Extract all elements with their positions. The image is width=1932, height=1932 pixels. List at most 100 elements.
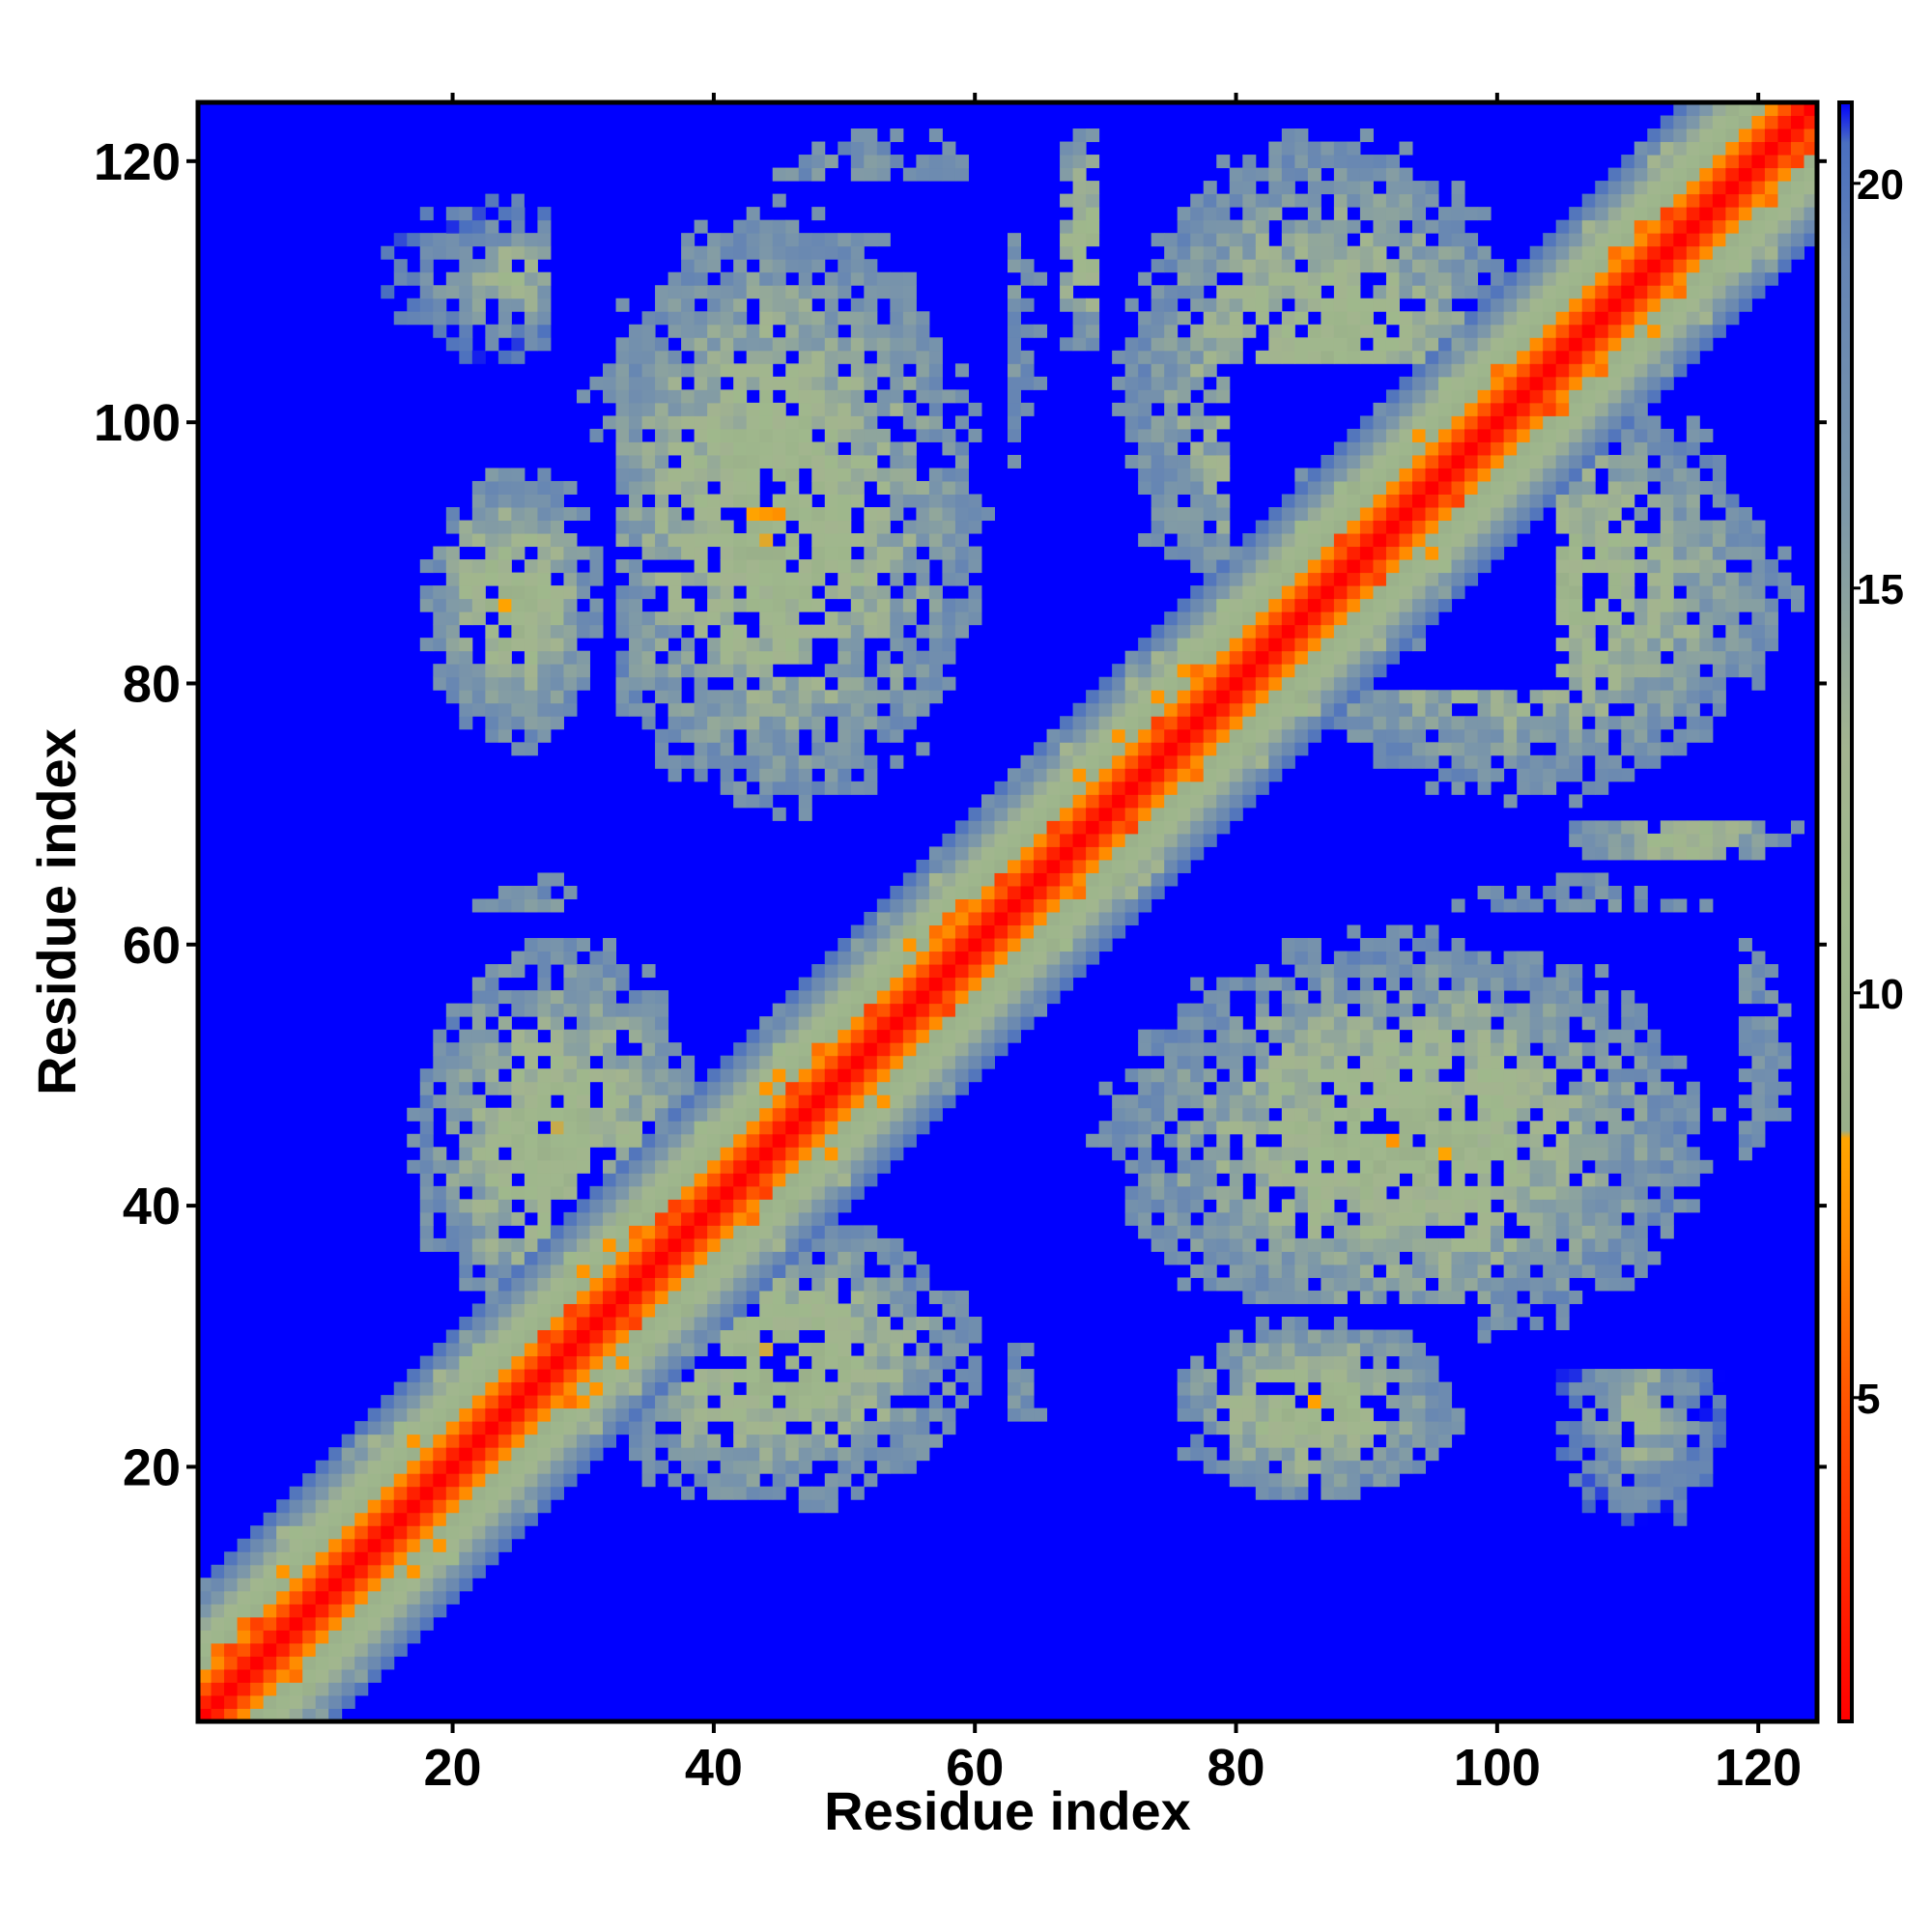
heatmap-cell bbox=[576, 1094, 590, 1109]
heatmap-cell bbox=[1321, 964, 1335, 979]
heatmap-cell bbox=[419, 1551, 434, 1566]
heatmap-cell bbox=[1072, 716, 1087, 730]
heatmap-cell bbox=[1333, 1473, 1348, 1488]
heatmap-cell bbox=[681, 546, 696, 560]
heatmap-cell bbox=[720, 702, 734, 717]
heatmap-cell bbox=[537, 1369, 552, 1383]
heatmap-cell bbox=[668, 1369, 682, 1383]
heatmap-cell bbox=[1425, 938, 1439, 952]
heatmap-cell bbox=[629, 1290, 643, 1304]
heatmap-cell bbox=[641, 702, 656, 717]
heatmap-cell bbox=[1399, 520, 1413, 534]
heatmap-cell bbox=[720, 441, 734, 456]
heatmap-cell bbox=[1268, 167, 1283, 182]
heatmap-cell bbox=[485, 1369, 499, 1383]
heatmap-cell bbox=[563, 938, 578, 952]
heatmap-cell bbox=[1399, 1421, 1413, 1435]
heatmap-cell bbox=[407, 1473, 421, 1488]
heatmap-cell bbox=[928, 977, 943, 991]
heatmap-cell bbox=[445, 1434, 460, 1448]
heatmap-cell bbox=[537, 572, 552, 586]
heatmap-cell bbox=[1151, 1029, 1165, 1043]
heatmap-cell bbox=[485, 690, 499, 704]
heatmap-cell bbox=[1294, 468, 1309, 482]
heatmap-cell bbox=[942, 1343, 956, 1357]
heatmap-cell bbox=[850, 1121, 865, 1135]
heatmap-cell bbox=[433, 1094, 447, 1109]
heatmap-cell bbox=[603, 1042, 617, 1057]
heatmap-cell bbox=[1347, 598, 1361, 612]
heatmap-cell bbox=[1268, 141, 1283, 156]
heatmap-cell bbox=[1412, 728, 1427, 743]
heatmap-cell bbox=[615, 702, 630, 717]
heatmap-cell bbox=[864, 1133, 878, 1148]
heatmap-cell bbox=[1242, 702, 1257, 717]
heatmap-cell bbox=[550, 1237, 564, 1252]
heatmap-cell bbox=[759, 1068, 774, 1083]
heatmap-cell bbox=[864, 624, 878, 639]
heatmap-cell bbox=[902, 990, 917, 1005]
heatmap-cell bbox=[641, 311, 656, 326]
heatmap-cell bbox=[954, 977, 969, 991]
heatmap-cell bbox=[1008, 259, 1022, 273]
heatmap-cell bbox=[381, 1499, 395, 1514]
heatmap-cell bbox=[1412, 1185, 1427, 1200]
heatmap-cell bbox=[355, 1499, 369, 1514]
heatmap-cell bbox=[1020, 807, 1035, 821]
heatmap-cell bbox=[1164, 1225, 1179, 1239]
heatmap-cell bbox=[916, 702, 930, 717]
heatmap-cell bbox=[1008, 311, 1022, 326]
heatmap-cell bbox=[1229, 1029, 1243, 1043]
heatmap-cell bbox=[876, 363, 891, 378]
heatmap-cell bbox=[772, 415, 786, 430]
heatmap-cell bbox=[419, 1185, 434, 1200]
heatmap-cell bbox=[1255, 533, 1269, 548]
heatmap-cell bbox=[1098, 807, 1113, 821]
heatmap-cell bbox=[1412, 1107, 1427, 1122]
heatmap-cell bbox=[445, 1237, 460, 1252]
heatmap-cell bbox=[890, 1460, 904, 1474]
heatmap-cell bbox=[315, 1538, 329, 1552]
heatmap-cell bbox=[433, 1185, 447, 1200]
heatmap-cell bbox=[524, 1290, 538, 1304]
heatmap-cell bbox=[954, 885, 969, 899]
heatmap-cell bbox=[497, 533, 512, 548]
heatmap-cell bbox=[524, 1081, 538, 1095]
heatmap-cell bbox=[1242, 1434, 1257, 1448]
heatmap-cell bbox=[720, 1369, 734, 1383]
heatmap-cell bbox=[850, 1029, 865, 1043]
heatmap-cell bbox=[1046, 833, 1061, 847]
heatmap-cell bbox=[433, 1395, 447, 1409]
heatmap-cell bbox=[694, 1094, 708, 1109]
heatmap-cell bbox=[1124, 846, 1139, 861]
heatmap-cell bbox=[902, 1107, 917, 1122]
heatmap-cell bbox=[733, 1237, 748, 1252]
heatmap-cell bbox=[798, 494, 812, 508]
heatmap-cell bbox=[615, 624, 630, 639]
heatmap-cell bbox=[263, 1642, 277, 1657]
heatmap-cell bbox=[471, 1512, 486, 1526]
heatmap-cell bbox=[1268, 337, 1283, 352]
heatmap-cell bbox=[1242, 624, 1257, 639]
heatmap-cell bbox=[485, 1512, 499, 1526]
heatmap-cell bbox=[759, 546, 774, 560]
heatmap-cell bbox=[263, 1551, 277, 1566]
heatmap-cell bbox=[668, 702, 682, 717]
heatmap-cell bbox=[916, 1421, 930, 1435]
heatmap-cell bbox=[629, 1381, 643, 1396]
heatmap-cell bbox=[681, 1121, 696, 1135]
heatmap-cell bbox=[1229, 781, 1243, 795]
heatmap-cell bbox=[785, 428, 800, 442]
heatmap-cell bbox=[537, 324, 552, 338]
heatmap-cell bbox=[942, 912, 956, 926]
heatmap-cell bbox=[1229, 193, 1243, 208]
heatmap-cell bbox=[537, 1329, 552, 1344]
heatmap-cell bbox=[1190, 285, 1205, 299]
heatmap-cell bbox=[1321, 1133, 1335, 1148]
heatmap-cell bbox=[798, 1343, 812, 1357]
heatmap-cell bbox=[838, 1173, 852, 1187]
heatmap-cell bbox=[1294, 167, 1309, 182]
heatmap-cell bbox=[1399, 376, 1413, 390]
heatmap-cell bbox=[942, 480, 956, 495]
heatmap-cell bbox=[641, 454, 656, 469]
